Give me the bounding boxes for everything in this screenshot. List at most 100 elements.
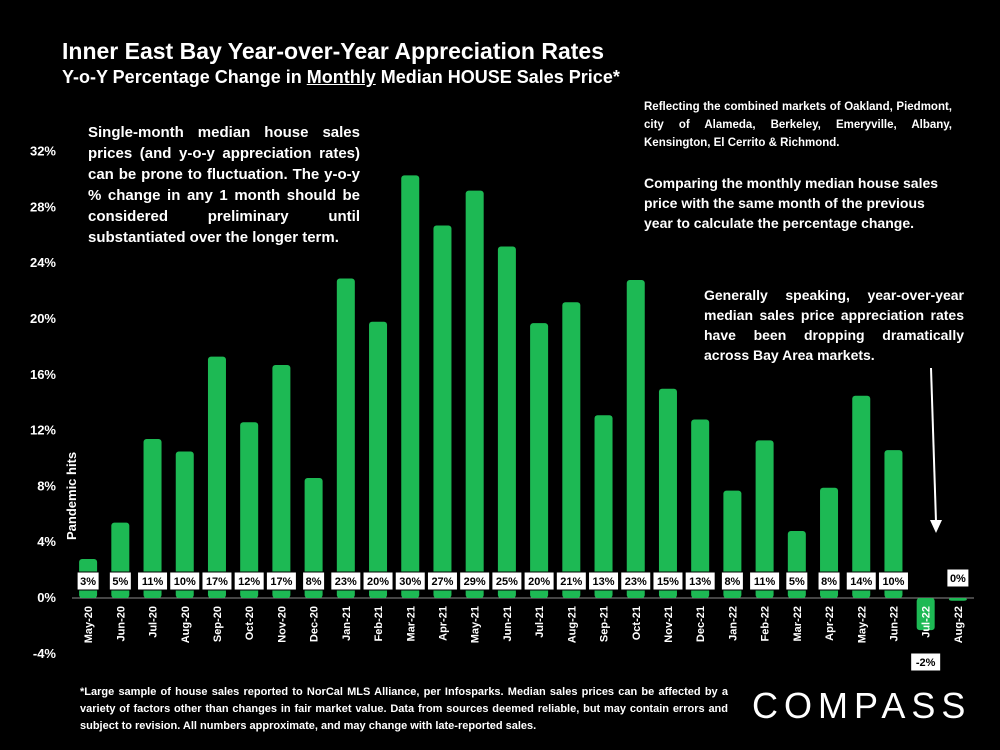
y-tick-label: 28% bbox=[30, 199, 56, 214]
data-label: 25% bbox=[496, 576, 518, 588]
bar bbox=[207, 356, 226, 598]
x-tick-label: Nov-20 bbox=[276, 606, 288, 643]
x-tick-label: Jul-20 bbox=[148, 606, 160, 638]
data-label-box bbox=[845, 571, 877, 591]
x-tick-label: May-20 bbox=[83, 606, 95, 643]
pandemic-annotation: Pandemic hits bbox=[64, 452, 79, 540]
bar bbox=[562, 302, 581, 598]
y-tick-label: 16% bbox=[30, 367, 56, 382]
x-tick-label: Feb-22 bbox=[760, 606, 772, 641]
bar bbox=[143, 438, 162, 598]
data-label: 5% bbox=[112, 576, 128, 588]
bar bbox=[884, 450, 903, 598]
data-label-box bbox=[169, 571, 201, 591]
markets-note: Reflecting the combined markets of Oakla… bbox=[644, 101, 952, 149]
trend-arrow-head bbox=[930, 520, 942, 533]
data-label: 23% bbox=[625, 576, 647, 588]
data-label: 12% bbox=[238, 576, 260, 588]
data-label: 27% bbox=[431, 576, 453, 588]
x-tick-label: Jan-21 bbox=[341, 606, 353, 641]
data-label-box bbox=[76, 571, 100, 591]
trend-note: Generally speaking, year-over-year media… bbox=[704, 287, 964, 363]
bar bbox=[272, 365, 291, 598]
bar bbox=[401, 175, 420, 598]
bar bbox=[304, 478, 323, 598]
y-tick-label: -4% bbox=[33, 646, 57, 661]
x-tick-label: Sep-20 bbox=[212, 606, 224, 642]
data-label-box bbox=[233, 571, 265, 591]
x-tick-label: Apr-22 bbox=[824, 606, 836, 641]
bar bbox=[755, 440, 774, 598]
bar bbox=[433, 225, 452, 598]
data-label-box bbox=[137, 571, 169, 591]
data-label-box bbox=[108, 571, 132, 591]
data-label: 10% bbox=[174, 576, 196, 588]
data-label: 30% bbox=[399, 576, 421, 588]
bar bbox=[530, 323, 549, 598]
data-label-box bbox=[394, 571, 426, 591]
bar bbox=[723, 490, 742, 598]
subtitle-part-2: Median HOUSE Sales Price* bbox=[375, 67, 620, 87]
data-label: 5% bbox=[789, 576, 805, 588]
x-tick-label: Jul-22 bbox=[921, 606, 933, 638]
x-tick-label: Dec-21 bbox=[695, 606, 707, 642]
y-tick-label: 20% bbox=[30, 311, 56, 326]
x-tick-label: Jun-22 bbox=[888, 606, 900, 641]
data-label-box bbox=[684, 571, 716, 591]
chart-subtitle: Y-o-Y Percentage Change in Monthly Media… bbox=[62, 67, 620, 88]
data-label: 17% bbox=[270, 576, 292, 588]
bar bbox=[948, 598, 967, 601]
data-label: 8% bbox=[724, 576, 740, 588]
data-label: 8% bbox=[821, 576, 837, 588]
data-label-box bbox=[459, 571, 491, 591]
data-label-box bbox=[620, 571, 652, 591]
data-label-box bbox=[201, 571, 233, 591]
data-label-box bbox=[330, 571, 362, 591]
x-tick-label: Nov-21 bbox=[663, 606, 675, 643]
bar bbox=[175, 451, 194, 598]
bar bbox=[465, 190, 484, 598]
data-label-box bbox=[523, 571, 555, 591]
data-label-box bbox=[785, 571, 809, 591]
bar bbox=[594, 415, 613, 598]
data-label: 0% bbox=[950, 573, 966, 585]
compass-logo: COMPASS bbox=[752, 685, 972, 726]
data-label: 13% bbox=[689, 576, 711, 588]
data-label-box bbox=[362, 571, 394, 591]
data-label: 10% bbox=[882, 576, 904, 588]
data-label: 15% bbox=[657, 576, 679, 588]
data-label: 21% bbox=[560, 576, 582, 588]
data-label: 11% bbox=[142, 576, 164, 588]
bar bbox=[336, 278, 355, 598]
data-label-box bbox=[652, 571, 684, 591]
x-tick-label: Sep-21 bbox=[599, 606, 611, 642]
bar bbox=[916, 598, 935, 631]
data-label-box bbox=[491, 571, 523, 591]
bar bbox=[691, 419, 710, 598]
y-tick-label: 12% bbox=[30, 423, 56, 438]
x-tick-label: Jan-22 bbox=[727, 606, 739, 641]
subtitle-underlined-word: Monthly bbox=[306, 67, 376, 87]
data-label: 20% bbox=[367, 576, 389, 588]
y-tick-label: 4% bbox=[37, 534, 56, 549]
trend-arrow-shaft bbox=[930, 367, 937, 523]
x-tick-label: Jun-20 bbox=[115, 606, 127, 641]
data-label-box bbox=[588, 571, 620, 591]
bar bbox=[497, 246, 516, 598]
data-label: 3% bbox=[80, 576, 96, 588]
y-tick-label: 32% bbox=[30, 144, 56, 159]
x-tick-label: Oct-21 bbox=[631, 606, 643, 640]
data-label: 13% bbox=[593, 576, 615, 588]
data-label-box bbox=[817, 571, 841, 591]
data-label: 29% bbox=[464, 576, 486, 588]
footnote: *Large sample of house sales reported to… bbox=[80, 686, 728, 732]
fluctuation-note: Single-month median house sales prices (… bbox=[88, 124, 360, 246]
bar bbox=[369, 321, 388, 598]
data-label: 23% bbox=[335, 576, 357, 588]
y-tick-label: 24% bbox=[30, 255, 56, 270]
data-label-box bbox=[910, 652, 942, 672]
data-label: 14% bbox=[850, 576, 872, 588]
x-tick-label: Dec-20 bbox=[309, 606, 321, 642]
data-label: -2% bbox=[916, 657, 936, 669]
data-label-box bbox=[720, 571, 744, 591]
